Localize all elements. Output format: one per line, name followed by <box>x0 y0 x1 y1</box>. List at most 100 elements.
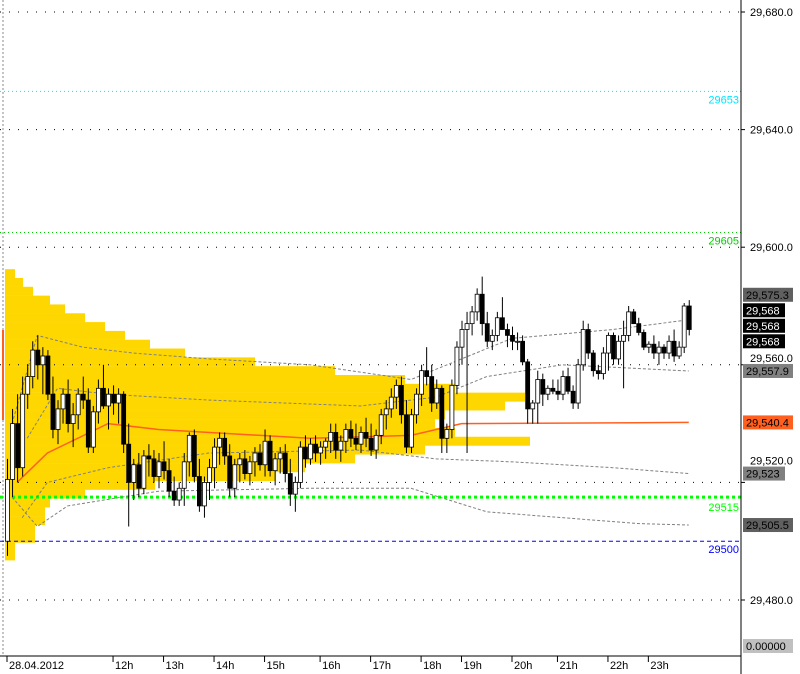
candle-body <box>338 440 344 451</box>
candle-body <box>383 408 389 416</box>
candle-body <box>156 461 162 477</box>
volume-profile-bar <box>5 427 455 437</box>
x-tick-label: 20h <box>514 660 532 672</box>
candle <box>101 364 106 409</box>
candle-body <box>545 387 551 395</box>
candle-body <box>146 455 152 460</box>
candle-body <box>550 387 556 392</box>
candle <box>303 435 308 468</box>
candle <box>454 341 460 395</box>
candle-body <box>681 305 687 348</box>
candle <box>60 388 66 424</box>
candle <box>171 476 177 506</box>
candle <box>621 320 626 389</box>
candle-body <box>439 387 445 439</box>
candle-body <box>25 376 31 395</box>
candle-body <box>444 429 450 439</box>
candle <box>611 332 616 365</box>
candle-body <box>121 393 127 445</box>
candle-body <box>80 393 86 401</box>
indicator-value-label: 0.00000 <box>743 639 793 653</box>
volume-profile-bar <box>5 480 155 490</box>
x-tick-label: 23h <box>650 660 668 672</box>
candle-body <box>287 473 293 495</box>
candle <box>121 391 127 453</box>
indicator-value-bg <box>743 639 793 653</box>
volume-profile-bar <box>5 375 405 384</box>
candle <box>525 358 531 424</box>
candle-body <box>45 355 51 395</box>
candle <box>318 441 324 465</box>
candle-body <box>479 293 485 325</box>
candle-body <box>212 446 217 469</box>
volume-profile-bar <box>5 322 105 332</box>
candle <box>257 444 263 471</box>
price-label-bg <box>743 303 785 318</box>
candle <box>323 438 329 459</box>
volume-profile-bar <box>5 524 35 534</box>
candle-body <box>328 432 334 442</box>
candle-body <box>202 481 207 507</box>
candle <box>661 344 667 359</box>
candle <box>262 429 268 477</box>
candle-body <box>409 414 414 448</box>
candle <box>505 323 510 348</box>
candle <box>222 432 228 465</box>
x-tick-label: 18h <box>423 660 441 672</box>
volume-profile-bar <box>5 516 45 526</box>
candle <box>282 444 288 483</box>
price-label-bg <box>743 334 785 349</box>
candle <box>353 423 359 451</box>
candle <box>35 335 41 380</box>
candle <box>656 341 662 365</box>
candle <box>166 458 172 498</box>
candle <box>606 332 611 371</box>
volume-profile-bar <box>5 277 23 287</box>
candle <box>575 358 581 409</box>
candle <box>292 476 298 512</box>
candle <box>409 408 414 453</box>
candle-body <box>590 352 596 372</box>
candle <box>419 364 425 406</box>
candle-body <box>50 393 56 430</box>
candle <box>434 379 440 409</box>
candle-body <box>631 311 637 325</box>
candle-body <box>530 402 536 410</box>
x-tick-label: 19h <box>464 660 482 672</box>
candle-body <box>85 399 91 448</box>
candle <box>5 458 10 556</box>
candle-body <box>181 461 187 489</box>
volume-profile-bar <box>5 286 33 296</box>
candle-body <box>161 461 167 472</box>
candle-body <box>353 437 359 445</box>
candle-body <box>686 305 692 330</box>
candle-body <box>303 446 308 460</box>
volume-profile-bar <box>5 304 65 314</box>
candle-body <box>363 432 369 439</box>
candle-body <box>434 387 440 404</box>
candle <box>106 388 111 430</box>
volume-profile-bar <box>5 410 445 420</box>
candle-body <box>424 370 430 377</box>
candle-body <box>616 340 621 360</box>
candle <box>232 458 238 498</box>
candle-body <box>510 334 515 342</box>
candle-body <box>484 323 490 342</box>
candle <box>191 429 197 483</box>
volume-profile-bar <box>5 419 435 429</box>
candle <box>181 453 187 506</box>
candle <box>404 400 409 453</box>
price-label-bg <box>743 287 793 302</box>
candle-body <box>570 390 576 404</box>
candle <box>540 373 546 406</box>
candle-body <box>65 393 71 425</box>
candle <box>30 341 36 389</box>
candle <box>116 388 121 424</box>
candle <box>272 453 278 486</box>
volume-profile-bar <box>5 507 45 517</box>
candle <box>20 376 26 477</box>
candle <box>489 329 495 351</box>
candle-body <box>419 370 425 395</box>
candle <box>126 423 132 527</box>
